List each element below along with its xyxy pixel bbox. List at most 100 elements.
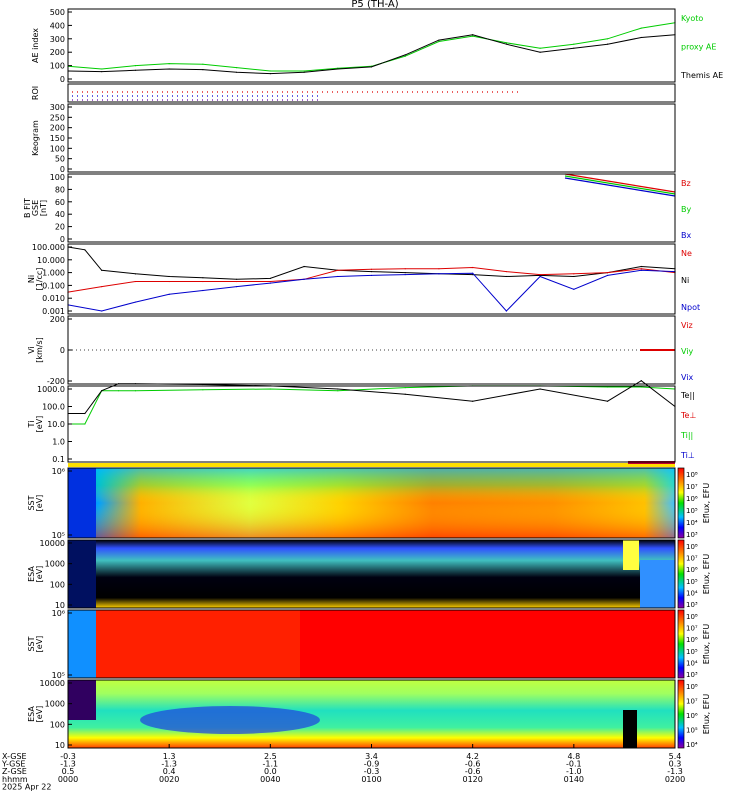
xaxis-row-label: X-GSE [2, 752, 27, 761]
point-ni [303, 265, 305, 268]
tick-label-ae: 300 [50, 35, 65, 44]
point-ti [404, 393, 406, 395]
tick-label-ti: 0.1 [52, 455, 65, 464]
point-ni [539, 274, 541, 277]
tick-label-keogram: 0 [60, 165, 65, 174]
tick-label-keogram: 250 [50, 113, 65, 122]
point-ni [84, 249, 86, 251]
panel-frame-ni [67, 243, 676, 315]
ylabel-ni: [1/cc] [35, 268, 44, 291]
point-ni [269, 277, 271, 280]
point-ae [573, 47, 575, 49]
tick-label-esa_i: 1000 [45, 700, 65, 709]
point-ni [404, 272, 406, 274]
legend-ti: Ti|| [680, 431, 693, 440]
point-ae [640, 36, 642, 39]
point-ni [505, 270, 507, 273]
point-ae [134, 65, 137, 67]
point-ae [303, 71, 305, 73]
tick-label-vi: -200 [47, 377, 65, 386]
xaxis-value: 0.5 [62, 767, 75, 776]
point-ni [303, 278, 305, 280]
colorbar-tick-sst_e: 10⁸ [686, 471, 698, 479]
legend-ti: Ti⊥ [680, 451, 695, 460]
point-ni [370, 270, 373, 273]
spectrogram-sst_i-late [300, 610, 675, 678]
legend-vi: Viy [681, 347, 694, 356]
xaxis-value: -1.3 [667, 767, 683, 776]
colorbar-sst_e [677, 467, 685, 539]
xaxis-value: 0100 [361, 775, 381, 784]
point-ni [539, 273, 541, 276]
legend-ae: Kyoto [681, 14, 703, 23]
ylabel-ae: AE index [31, 28, 40, 63]
xaxis-value: -1.0 [566, 767, 582, 776]
tick-label-bfit: 40 [55, 210, 65, 219]
colorbar-tick-esa_e: 10⁵ [686, 578, 698, 586]
colorbar-label-esa_e: Eflux, EFU [702, 554, 711, 595]
tick-label-ti: 1.0 [52, 438, 65, 447]
xaxis-value: -1.3 [60, 760, 76, 769]
legend-bfit: Bz [681, 179, 691, 188]
point-ae [606, 43, 609, 45]
point-ae [101, 68, 103, 70]
point-ni [202, 289, 204, 292]
xaxis-value: -1.3 [161, 760, 177, 769]
series-ni-ni [67, 246, 676, 280]
tick-label-ni: 0.001 [42, 307, 65, 316]
tick-label-bfit: 80 [55, 185, 65, 194]
point-ae [134, 69, 137, 71]
legend-ti: Te⊥ [680, 411, 696, 420]
panel-frame-keogram [67, 103, 676, 173]
point-ni [337, 275, 339, 278]
colorbar-label-sst_e: Eflux, EFU [702, 483, 711, 524]
tick-label-ni: 1.000 [42, 269, 65, 278]
series-ti-ti- [68, 385, 676, 425]
legend-bfit: Bx [681, 231, 691, 240]
xaxis-value: -0.1 [566, 760, 582, 769]
point-ni [472, 266, 474, 269]
tick-label-ni: 0.010 [42, 294, 65, 303]
tick-label-vi: 0 [60, 346, 65, 355]
point-ni [101, 269, 103, 271]
colorbar-sst_i [677, 609, 685, 679]
colorbar-tick-sst_i: 10³ [686, 671, 698, 679]
xaxis-value: -0.3 [364, 767, 380, 776]
legend-vi: Vix [681, 373, 694, 382]
point-ni [134, 273, 137, 275]
xaxis-row-label: hhmm [2, 775, 28, 784]
ylabel-bfit: [nT] [39, 200, 48, 216]
colorbar-tick-sst_i: 10⁸ [686, 613, 698, 621]
tick-label-esa_e: 1000 [45, 560, 65, 569]
spectrogram-esa_i-blue-patch [140, 706, 320, 734]
ylabel-ti: Ti [27, 421, 36, 429]
point-ni [202, 277, 204, 279]
panel-frame-sst_e [67, 467, 676, 539]
point-ae [269, 70, 271, 72]
colorbar-tick-esa_e: 10⁸ [686, 543, 698, 551]
point-ti [337, 390, 339, 392]
xaxis-value: 4.8 [567, 752, 580, 761]
tick-label-keogram: 50 [55, 155, 65, 164]
point-ni [134, 301, 137, 303]
xaxis-value: 0040 [260, 775, 280, 784]
xaxis-value: 0.3 [669, 760, 682, 769]
xaxis-row-label: Y-GSE [1, 760, 25, 769]
tick-label-esa_i: 10000 [40, 679, 65, 688]
series-ni-npot [67, 269, 676, 312]
point-ae [539, 47, 541, 49]
spectrogram-esa_i-early [68, 680, 96, 720]
tick-label-esa_i: 100 [50, 720, 65, 729]
point-ae [236, 67, 238, 69]
series-ti-te- [68, 380, 676, 414]
point-ni [101, 310, 103, 312]
legend-bfit: By [681, 205, 691, 214]
tick-label-keogram: 200 [50, 124, 65, 133]
colorbar-tick-sst_i: 10⁴ [686, 659, 698, 667]
colorbar-esa_i [677, 679, 685, 749]
tick-label-esa_e: 10000 [40, 539, 65, 548]
tick-label-ti: 10.0 [47, 420, 65, 429]
status-bar [68, 463, 675, 467]
colorbar-esa_e [677, 539, 685, 609]
tick-label-vi: 200 [50, 315, 65, 324]
